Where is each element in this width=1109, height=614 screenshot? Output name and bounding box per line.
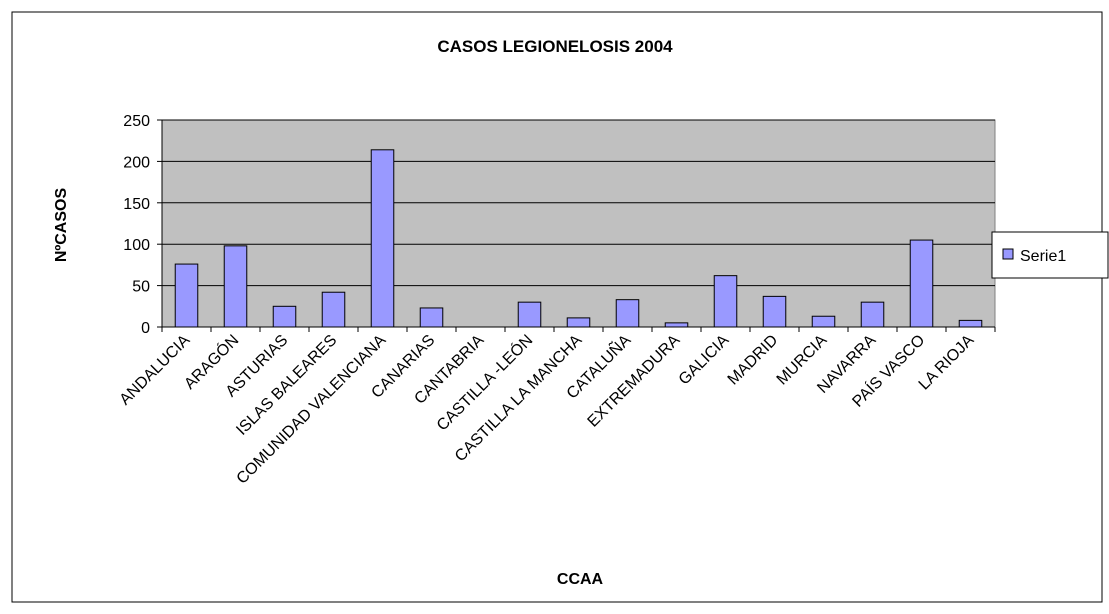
bar <box>419 307 444 328</box>
y-tick-label: 100 <box>123 237 150 254</box>
y-tick-label: 150 <box>123 196 150 213</box>
y-tick-label: 250 <box>123 113 150 130</box>
bar <box>762 295 787 328</box>
bar <box>664 322 689 328</box>
chart-title: CASOS LEGIONELOSIS 2004 <box>437 37 673 56</box>
bar <box>909 239 934 328</box>
bar <box>615 299 640 328</box>
x-axis-title: CCAA <box>557 571 604 588</box>
bar <box>958 319 983 328</box>
y-tick-label: 50 <box>132 279 150 296</box>
bar <box>272 305 297 328</box>
bar <box>713 275 738 328</box>
bar <box>811 315 836 328</box>
bar <box>321 291 346 328</box>
y-tick-label: 200 <box>123 154 150 171</box>
legend-label: Serie1 <box>1020 248 1066 265</box>
y-axis-title: NºCASOS <box>53 188 70 263</box>
bar <box>370 149 395 328</box>
bar <box>174 263 199 328</box>
bar <box>566 317 591 328</box>
plot-area <box>161 119 996 328</box>
bar <box>517 301 542 328</box>
bar <box>223 245 248 328</box>
y-tick-label: 0 <box>141 320 150 337</box>
legend-swatch <box>1002 248 1014 260</box>
bar <box>860 301 885 328</box>
